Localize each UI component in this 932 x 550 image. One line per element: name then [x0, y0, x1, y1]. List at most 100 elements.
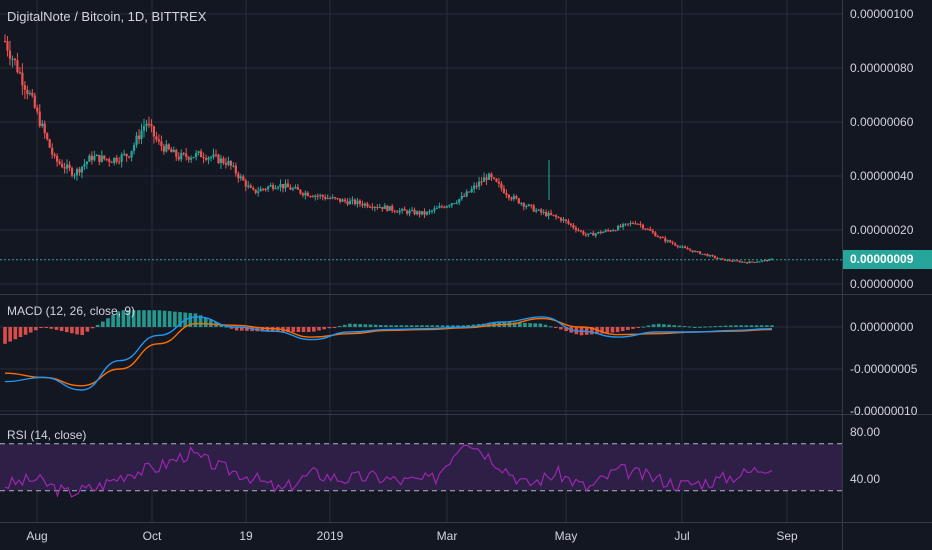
- macd-hist-down: [631, 327, 635, 329]
- macd-hist-down: [286, 327, 290, 333]
- candle-up: [363, 203, 367, 206]
- candle-up: [433, 208, 436, 211]
- candle-up: [269, 185, 272, 187]
- candle-up: [587, 233, 590, 236]
- candle-up: [768, 259, 771, 261]
- candle-down: [252, 187, 255, 190]
- candle-down: [406, 210, 409, 214]
- candle-down: [103, 155, 106, 159]
- candle-down: [242, 176, 245, 181]
- candle-down: [16, 60, 19, 73]
- candle-down: [559, 217, 563, 221]
- rsi-series[interactable]: [4, 444, 773, 498]
- candle-down: [199, 151, 203, 158]
- candle-up: [378, 207, 381, 209]
- macd-hist-down: [270, 327, 275, 333]
- candle-up: [470, 188, 473, 193]
- candle-down: [185, 153, 188, 157]
- candle-up: [140, 130, 143, 140]
- candle-down: [376, 206, 379, 208]
- candle-down: [371, 207, 374, 209]
- price-tick-label: 0.00000060: [850, 115, 914, 129]
- candle-up: [100, 155, 103, 162]
- candle-down: [316, 195, 319, 197]
- candle-down: [475, 185, 478, 187]
- candle-up: [93, 156, 96, 161]
- candle-down: [3, 41, 7, 42]
- candle-down: [599, 231, 602, 234]
- macd-hist-up: [641, 326, 646, 328]
- candle-up: [760, 260, 764, 262]
- candle-down: [118, 161, 121, 163]
- candle-down: [703, 253, 707, 255]
- candle-down: [698, 251, 702, 255]
- candle-down: [26, 89, 29, 94]
- candle-down: [296, 187, 299, 190]
- macd-tick-label: 0.00000000: [850, 320, 914, 334]
- candle-down: [418, 211, 421, 215]
- candle-down: [676, 245, 679, 247]
- candle-up: [547, 212, 550, 217]
- candle-down: [532, 205, 535, 212]
- candle-down: [706, 254, 709, 257]
- macd-hist-up: [430, 325, 435, 327]
- candle-up: [428, 211, 431, 213]
- candle-down: [237, 173, 240, 179]
- candle-up: [465, 191, 468, 197]
- candle-up: [537, 209, 540, 211]
- macd-hist-down: [312, 327, 316, 332]
- candle-down: [70, 168, 74, 176]
- candle-up: [718, 258, 721, 260]
- candle-down: [78, 168, 81, 173]
- candle-down: [244, 180, 247, 187]
- macd-hist-up: [687, 326, 692, 328]
- price-candles[interactable]: [3, 34, 774, 264]
- candle-down: [631, 222, 635, 224]
- candle-down: [150, 123, 153, 127]
- time-tick-label: Oct: [143, 529, 162, 543]
- candle-down: [664, 237, 667, 242]
- candle-down: [110, 161, 113, 163]
- candle-up: [621, 224, 625, 228]
- candle-down: [557, 216, 560, 218]
- candle-down: [552, 214, 555, 216]
- candle-up: [512, 196, 515, 200]
- macd-series[interactable]: [3, 310, 774, 391]
- candle-up: [398, 210, 401, 213]
- macd-hist-up: [363, 324, 368, 327]
- candle-down: [522, 203, 525, 207]
- candle-down: [311, 196, 314, 198]
- candle-up: [770, 259, 774, 261]
- macd-hist-up: [353, 323, 357, 327]
- macd-hist-up: [368, 324, 373, 327]
- candle-down: [147, 123, 151, 125]
- rsi-title: RSI (14, close): [7, 428, 87, 442]
- candle-down: [368, 206, 371, 208]
- candle-down: [716, 257, 719, 259]
- candle-up: [748, 261, 751, 264]
- rsi-tick-label: 80.00: [850, 425, 880, 439]
- candle-down: [108, 159, 111, 162]
- candle-down: [281, 184, 285, 189]
- candle-up: [276, 187, 280, 189]
- candle-up: [562, 219, 565, 221]
- candle-down: [654, 232, 657, 237]
- macd-hist-up: [698, 326, 702, 328]
- macd-hist-down: [317, 327, 321, 331]
- macd-hist-up: [692, 326, 697, 328]
- macd-hist-up: [399, 325, 404, 327]
- candle-down: [391, 206, 394, 211]
- macd-hist-up: [126, 310, 131, 327]
- candle-down: [386, 205, 389, 211]
- candle-down: [738, 260, 741, 263]
- macd-hist-down: [322, 327, 326, 330]
- candle-down: [661, 237, 664, 239]
- macd-hist-up: [656, 323, 661, 327]
- candle-down: [329, 198, 332, 200]
- candle-up: [520, 203, 523, 205]
- macd-hist-down: [34, 327, 38, 331]
- macd-hist-up: [517, 322, 522, 327]
- macd-hist-up: [101, 321, 105, 327]
- candle-down: [334, 197, 337, 199]
